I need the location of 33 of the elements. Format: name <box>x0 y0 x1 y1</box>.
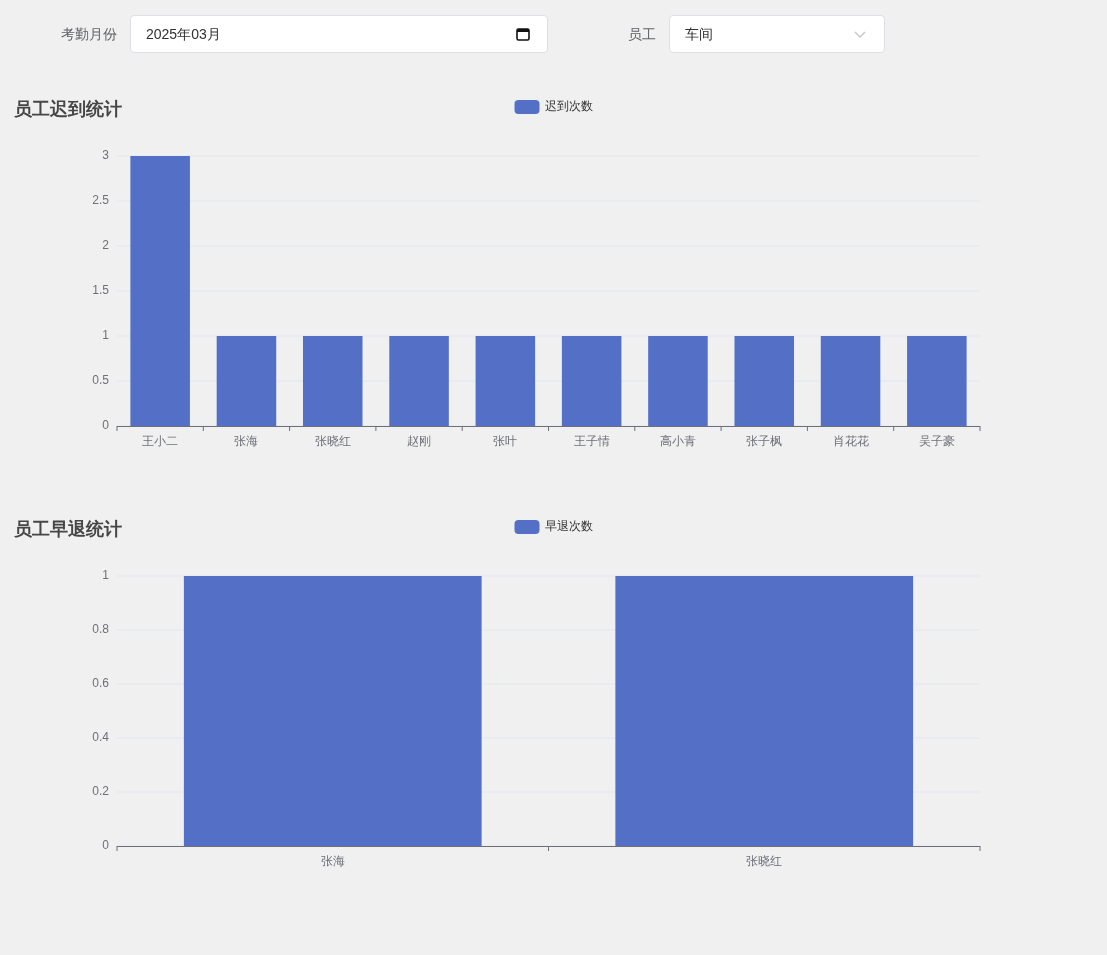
x-tick-label: 高小青 <box>659 434 696 449</box>
x-tick-label: 张海 <box>234 434 259 449</box>
y-tick-label: 0.2 <box>92 784 110 799</box>
chart-title: 员工早退统计 <box>13 518 122 539</box>
x-tick-label: 张海 <box>320 854 345 869</box>
x-tick-label: 王小二 <box>142 434 179 449</box>
x-tick-label: 赵刚 <box>407 434 432 449</box>
text: 员工 <box>628 25 656 44</box>
legend-label: 早退次数 <box>544 519 593 534</box>
y-tick-label: 1 <box>102 568 110 583</box>
y-tick-label: 0.4 <box>92 730 110 745</box>
y-tick-label: 3 <box>102 148 110 163</box>
legend-label: 迟到次数 <box>544 99 593 114</box>
text: 2025年03月 <box>146 25 221 44</box>
x-tick-label: 张晓红 <box>746 854 783 869</box>
y-tick-label: 0.8 <box>92 622 110 637</box>
x-tick-label: 张晓红 <box>314 434 351 449</box>
text: 车间 <box>685 25 713 44</box>
x-tick-label: 张叶 <box>493 434 518 449</box>
y-tick-label: 1.5 <box>92 283 110 298</box>
x-tick-label: 张子枫 <box>746 434 783 449</box>
text: 考勤月份 <box>61 25 117 44</box>
y-tick-label: 0.5 <box>92 373 110 388</box>
y-tick-label: 1 <box>102 328 110 343</box>
x-tick-label: 王子情 <box>573 434 610 449</box>
x-tick-label: 肖花花 <box>832 434 869 449</box>
chart-title: 员工迟到统计 <box>13 98 122 119</box>
y-tick-label: 2.5 <box>92 193 110 208</box>
y-tick-label: 0.6 <box>92 676 110 691</box>
y-tick-label: 2 <box>102 238 110 253</box>
y-tick-label: 0 <box>102 418 110 433</box>
x-tick-label: 吴子豪 <box>918 434 955 449</box>
y-tick-label: 0 <box>102 838 110 853</box>
